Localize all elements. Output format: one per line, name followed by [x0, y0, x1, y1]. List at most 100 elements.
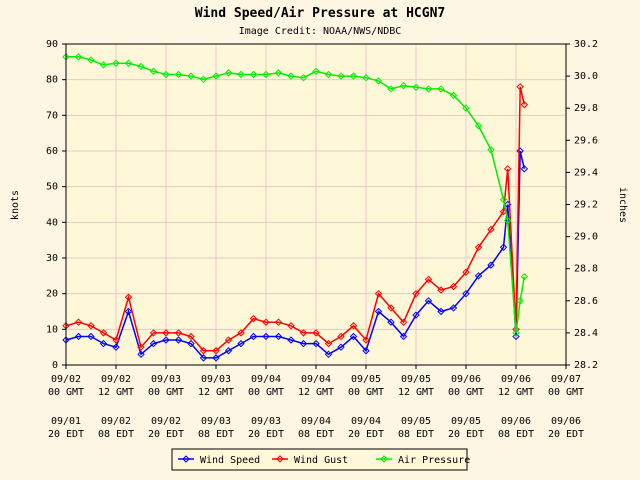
- data-point: [437, 85, 445, 93]
- data-point: [449, 91, 458, 100]
- x-local-tick-label: 09/04: [301, 416, 331, 427]
- x-local-tick-label: 08 EDT: [498, 429, 534, 440]
- data-point: [516, 83, 524, 91]
- data-point: [137, 343, 145, 351]
- data-point: [74, 318, 83, 326]
- legend-label: Wind Gust: [294, 455, 348, 466]
- data-point: [212, 354, 220, 362]
- legend-marker: [276, 455, 284, 463]
- data-point: [424, 297, 433, 305]
- data-point: [374, 77, 383, 85]
- data-point: [424, 85, 433, 93]
- data-point: [374, 289, 383, 298]
- data-point: [462, 268, 470, 276]
- data-point: [212, 72, 220, 80]
- data-point: [503, 216, 512, 225]
- data-point: [362, 336, 370, 344]
- data-point: [424, 275, 433, 284]
- data-point: [399, 332, 408, 341]
- y-tick-label: 60: [46, 146, 58, 157]
- data-point: [287, 72, 295, 80]
- data-point: [174, 70, 183, 79]
- data-point: [199, 354, 208, 362]
- x-tick-label: 09/04: [301, 374, 331, 385]
- data-point: [149, 67, 158, 75]
- x-tick-label: 09/04: [251, 374, 281, 385]
- data-point: [312, 67, 320, 75]
- data-point: [287, 336, 295, 344]
- y-tick-label: 50: [46, 182, 58, 193]
- data-point: [237, 329, 245, 337]
- y2-tick-label: 28.6: [574, 296, 598, 307]
- data-point: [137, 62, 145, 71]
- data-point: [199, 75, 208, 84]
- data-point: [162, 336, 170, 344]
- data-point: [149, 339, 158, 348]
- x-tick-label: 00 GMT: [348, 387, 384, 398]
- y2-tick-label: 29.6: [574, 135, 598, 146]
- data-point: [387, 85, 395, 93]
- data-point: [474, 122, 483, 130]
- data-point: [174, 329, 183, 337]
- x-local-tick-label: 09/06: [551, 416, 581, 427]
- x-tick-label: 00 GMT: [48, 387, 84, 398]
- grid: [65, 43, 567, 366]
- y-tick-label: 40: [46, 217, 58, 228]
- y2-tick-label: 29.0: [574, 232, 598, 243]
- series-line: [65, 86, 526, 352]
- data-point: [74, 332, 83, 341]
- x-local-tick-label: 09/03: [201, 416, 231, 427]
- data-point: [249, 332, 258, 341]
- y2-tick-label: 28.8: [574, 264, 598, 275]
- y2-tick-label: 28.4: [574, 328, 598, 339]
- x-tick-label: 09/03: [201, 374, 231, 385]
- data-point: [99, 339, 108, 348]
- data-point: [503, 165, 512, 173]
- x-local-tick-label: 08 EDT: [98, 429, 134, 440]
- data-point: [362, 73, 370, 82]
- data-point: [112, 59, 120, 67]
- data-point: [499, 243, 508, 252]
- y-tick-label: 70: [46, 110, 58, 121]
- data-point: [449, 304, 458, 312]
- data-point: [224, 347, 233, 355]
- series-line: [65, 150, 526, 359]
- data-point: [174, 336, 183, 344]
- data-point: [87, 56, 95, 64]
- x-tick-label: 12 GMT: [198, 387, 234, 398]
- x-local-tick-label: 20 EDT: [548, 429, 584, 440]
- data-point: [312, 339, 320, 348]
- data-point: [437, 307, 445, 316]
- data-point: [412, 311, 420, 319]
- x-local-tick-label: 08 EDT: [398, 429, 434, 440]
- data-point: [299, 339, 308, 348]
- data-point: [520, 273, 529, 281]
- data-point: [312, 329, 320, 337]
- data-point: [274, 69, 283, 77]
- data-point: [324, 70, 333, 79]
- x-tick-label: 00 GMT: [548, 387, 584, 398]
- data-point: [412, 83, 420, 92]
- data-point: [324, 339, 333, 348]
- data-point: [362, 347, 370, 355]
- data-point: [99, 329, 108, 337]
- data-point: [520, 100, 529, 109]
- x-local-tick-label: 09/02: [101, 416, 131, 427]
- y-tick-label: 0: [52, 360, 58, 371]
- x-local-tick-label: 20 EDT: [248, 429, 284, 440]
- x-tick-label: 12 GMT: [398, 387, 434, 398]
- data-point: [474, 272, 483, 280]
- data-point: [262, 70, 270, 79]
- x-local-tick-label: 20 EDT: [448, 429, 484, 440]
- x-tick-label: 09/06: [501, 374, 531, 385]
- data-point: [462, 289, 470, 298]
- data-point: [287, 322, 295, 330]
- y2-axis-label: inches: [617, 187, 628, 223]
- x-local-tick-label: 20 EDT: [148, 429, 184, 440]
- data-point: [512, 329, 520, 337]
- data-point: [249, 314, 258, 323]
- data-point: [412, 289, 420, 298]
- x-tick-label: 09/07: [551, 374, 581, 385]
- legend-label: Wind Speed: [200, 455, 260, 466]
- data-point: [399, 318, 408, 326]
